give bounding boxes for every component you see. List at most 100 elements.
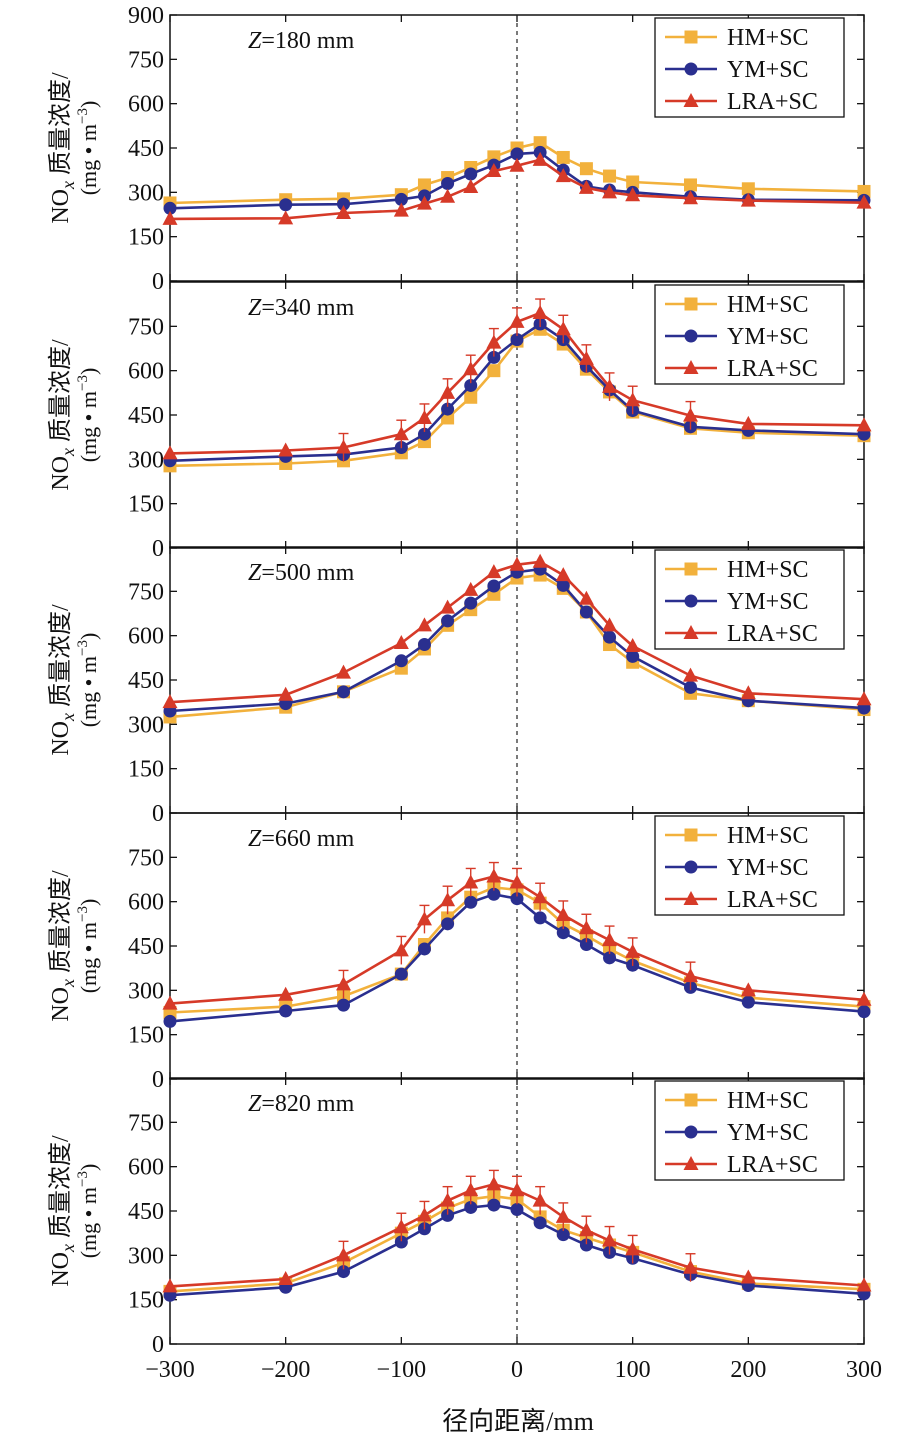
y-tick-label: 600	[128, 624, 164, 650]
y-tick-label: 600	[128, 890, 164, 916]
data-marker	[683, 891, 699, 905]
y-tick-label: 0	[152, 269, 164, 295]
data-marker	[509, 157, 525, 172]
data-marker	[856, 691, 872, 706]
x-axis-label: 径向距离/mm	[442, 1407, 594, 1436]
data-marker	[579, 162, 593, 176]
chart-panel-5: 0 150 300 450 600 750 NOx 质量浓度/(mg • m−3) Z=820…	[47, 1077, 872, 1358]
data-marker	[337, 197, 350, 211]
data-marker	[487, 887, 501, 901]
legend: HM+SC YM+SC LRA+SC	[654, 815, 845, 916]
x-tick-label: 300	[846, 1357, 882, 1383]
data-marker	[394, 967, 408, 981]
data-marker	[625, 1241, 641, 1256]
y-tick-label: 750	[128, 47, 164, 73]
y-tick-label: 600	[128, 92, 164, 118]
data-marker	[625, 638, 641, 653]
data-marker	[509, 556, 525, 571]
data-marker	[162, 445, 178, 460]
data-marker	[393, 635, 409, 650]
data-marker	[683, 667, 698, 682]
data-marker	[683, 1156, 699, 1170]
data-marker	[683, 407, 698, 422]
data-marker	[487, 350, 501, 364]
data-marker	[486, 334, 502, 349]
panel-label: Z=340 mm	[248, 295, 355, 321]
x-tick-label: −300	[145, 1357, 195, 1383]
data-marker	[684, 828, 698, 842]
y-tick-label: 0	[152, 801, 164, 827]
y-axis-label: NOx 质量浓度/	[47, 339, 78, 491]
data-marker	[683, 360, 699, 374]
data-marker	[336, 439, 351, 454]
legend: HM+SC YM+SC LRA+SC	[654, 1080, 845, 1181]
data-marker	[578, 179, 594, 194]
data-marker	[532, 1192, 548, 1207]
legend-label: LRA+SC	[727, 621, 818, 647]
data-marker	[486, 868, 502, 883]
data-marker	[509, 1182, 525, 1197]
data-marker	[684, 329, 698, 343]
y-tick-label: 0	[152, 536, 164, 562]
data-marker	[856, 194, 872, 209]
y-tick-label: 300	[128, 1243, 164, 1269]
data-marker	[532, 151, 548, 166]
data-marker	[464, 1200, 478, 1214]
data-marker	[440, 1192, 456, 1207]
data-marker	[440, 384, 456, 399]
legend-label: HM+SC	[727, 292, 809, 318]
data-marker	[532, 889, 548, 904]
data-marker	[463, 1182, 479, 1197]
data-marker	[626, 175, 640, 189]
data-marker	[626, 649, 640, 663]
data-marker	[556, 578, 570, 592]
y-tick-label: 150	[128, 1023, 164, 1049]
data-marker	[532, 305, 548, 320]
data-marker	[279, 1004, 293, 1018]
data-marker	[440, 892, 456, 907]
data-marker	[683, 190, 698, 205]
data-marker	[486, 163, 502, 178]
data-marker	[336, 976, 351, 991]
data-marker	[684, 594, 698, 608]
y-tick-label: 300	[128, 180, 164, 206]
data-marker	[416, 911, 432, 926]
data-marker	[279, 198, 293, 212]
y-tick-label: 450	[128, 668, 164, 694]
data-marker	[856, 417, 872, 432]
data-marker	[278, 442, 294, 457]
data-marker	[162, 995, 178, 1010]
data-marker	[684, 860, 698, 874]
data-marker	[510, 1203, 524, 1217]
data-marker	[278, 686, 294, 701]
data-marker	[602, 932, 618, 947]
panel-label: Z=500 mm	[248, 560, 355, 586]
data-marker	[578, 590, 594, 605]
data-marker	[510, 147, 524, 161]
data-marker	[278, 986, 294, 1001]
panel-label: Z=180 mm	[248, 28, 355, 54]
data-marker	[579, 938, 593, 952]
data-marker	[441, 917, 455, 931]
data-marker	[416, 1207, 432, 1222]
data-marker	[509, 313, 525, 328]
y-axis-label: NOx 质量浓度/	[47, 1135, 78, 1287]
data-marker	[625, 392, 641, 407]
y-tick-label: 750	[128, 845, 164, 871]
x-tick-label: −100	[377, 1357, 427, 1383]
data-marker	[463, 179, 479, 194]
data-marker	[464, 895, 478, 909]
chart-panel-1: 0 150 300 450 600 750 900 NOx 质量浓度/(mg • m−3) Z=…	[47, 3, 872, 295]
data-marker	[337, 998, 350, 1012]
y-axis-label: NOx 质量浓度/	[47, 604, 78, 756]
data-marker	[509, 874, 525, 889]
data-marker	[278, 1270, 294, 1285]
data-marker	[856, 991, 872, 1006]
y-axis-label: NOx 质量浓度/	[47, 870, 78, 1022]
data-marker	[393, 202, 409, 217]
data-marker	[162, 210, 178, 225]
data-marker	[163, 201, 177, 215]
data-marker	[337, 1265, 350, 1279]
